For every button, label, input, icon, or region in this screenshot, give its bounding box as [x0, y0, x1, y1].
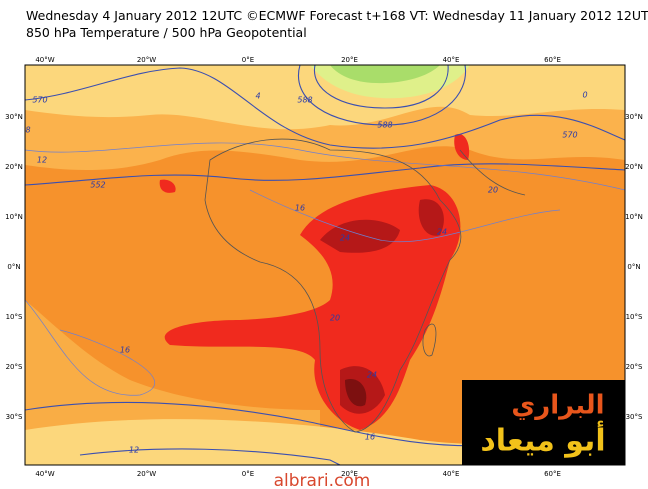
lon-label: 60°E: [544, 56, 561, 64]
contour-label: 24: [367, 371, 377, 380]
lat-label: 30°S: [626, 413, 643, 421]
logo-text: أبو ميعاد: [480, 421, 605, 459]
lat-label: 0°N: [627, 263, 640, 271]
lat-label: 30°S: [6, 413, 23, 421]
contour-label: 4: [255, 92, 260, 101]
lat-label: 10°S: [626, 313, 643, 321]
contour-label: 16: [365, 433, 375, 442]
isotherms: [25, 142, 625, 396]
lat-label: 20°N: [5, 163, 23, 171]
logo-box: [462, 380, 625, 465]
lon-label: 40°W: [35, 470, 54, 478]
contour-label: 588: [297, 96, 312, 105]
contour-label: 12: [37, 156, 47, 165]
lat-label: 10°N: [5, 213, 23, 221]
contour-label: 16: [120, 346, 130, 355]
lon-label: 20°W: [137, 470, 156, 478]
contour-label: 24: [340, 234, 350, 243]
contour-label: 570: [562, 131, 577, 140]
header-line: Wednesday 4 January 2012 12UTC ©ECMWF Fo…: [26, 8, 648, 23]
contour-label: 8: [25, 126, 30, 135]
lon-label: 0°E: [242, 56, 254, 64]
contour-label: 20: [330, 314, 340, 323]
lat-label: 20°S: [6, 363, 23, 371]
lon-label: 60°E: [544, 470, 561, 478]
lat-label: 10°N: [625, 213, 643, 221]
lon-label: 20°E: [341, 56, 358, 64]
map-frame: [24, 64, 626, 466]
lon-label: 20°E: [341, 470, 358, 478]
footer: albrari.com: [274, 471, 371, 489]
header-line: 850 hPa Temperature / 500 hPa Geopotenti…: [26, 25, 307, 40]
contour-label: 12: [129, 446, 139, 455]
contour-label: 0: [582, 91, 587, 100]
lat-label: 10°S: [6, 313, 23, 321]
logo-text: البراري: [511, 391, 604, 421]
lat-label: 30°N: [5, 113, 23, 121]
contour-label: 24: [437, 228, 447, 237]
logo: البراري أبو ميعاد: [462, 380, 625, 465]
lat-label: 30°N: [625, 113, 643, 121]
contour-label: 570: [32, 96, 47, 105]
lon-label: 40°E: [443, 56, 460, 64]
lon-label: 20°W: [137, 56, 156, 64]
lat-label: 20°S: [626, 363, 643, 371]
contour-label: 16: [295, 204, 305, 213]
coastlines: [204, 138, 526, 433]
lat-label: 20°N: [625, 163, 643, 171]
contour-label: 552: [90, 181, 105, 190]
contour-label: 588: [377, 121, 392, 130]
lon-label: 40°E: [443, 470, 460, 478]
contour-label: 20: [488, 186, 498, 195]
lon-label: 0°E: [242, 470, 254, 478]
lon-label: 40°W: [35, 56, 54, 64]
lat-label: 0°N: [7, 263, 20, 271]
